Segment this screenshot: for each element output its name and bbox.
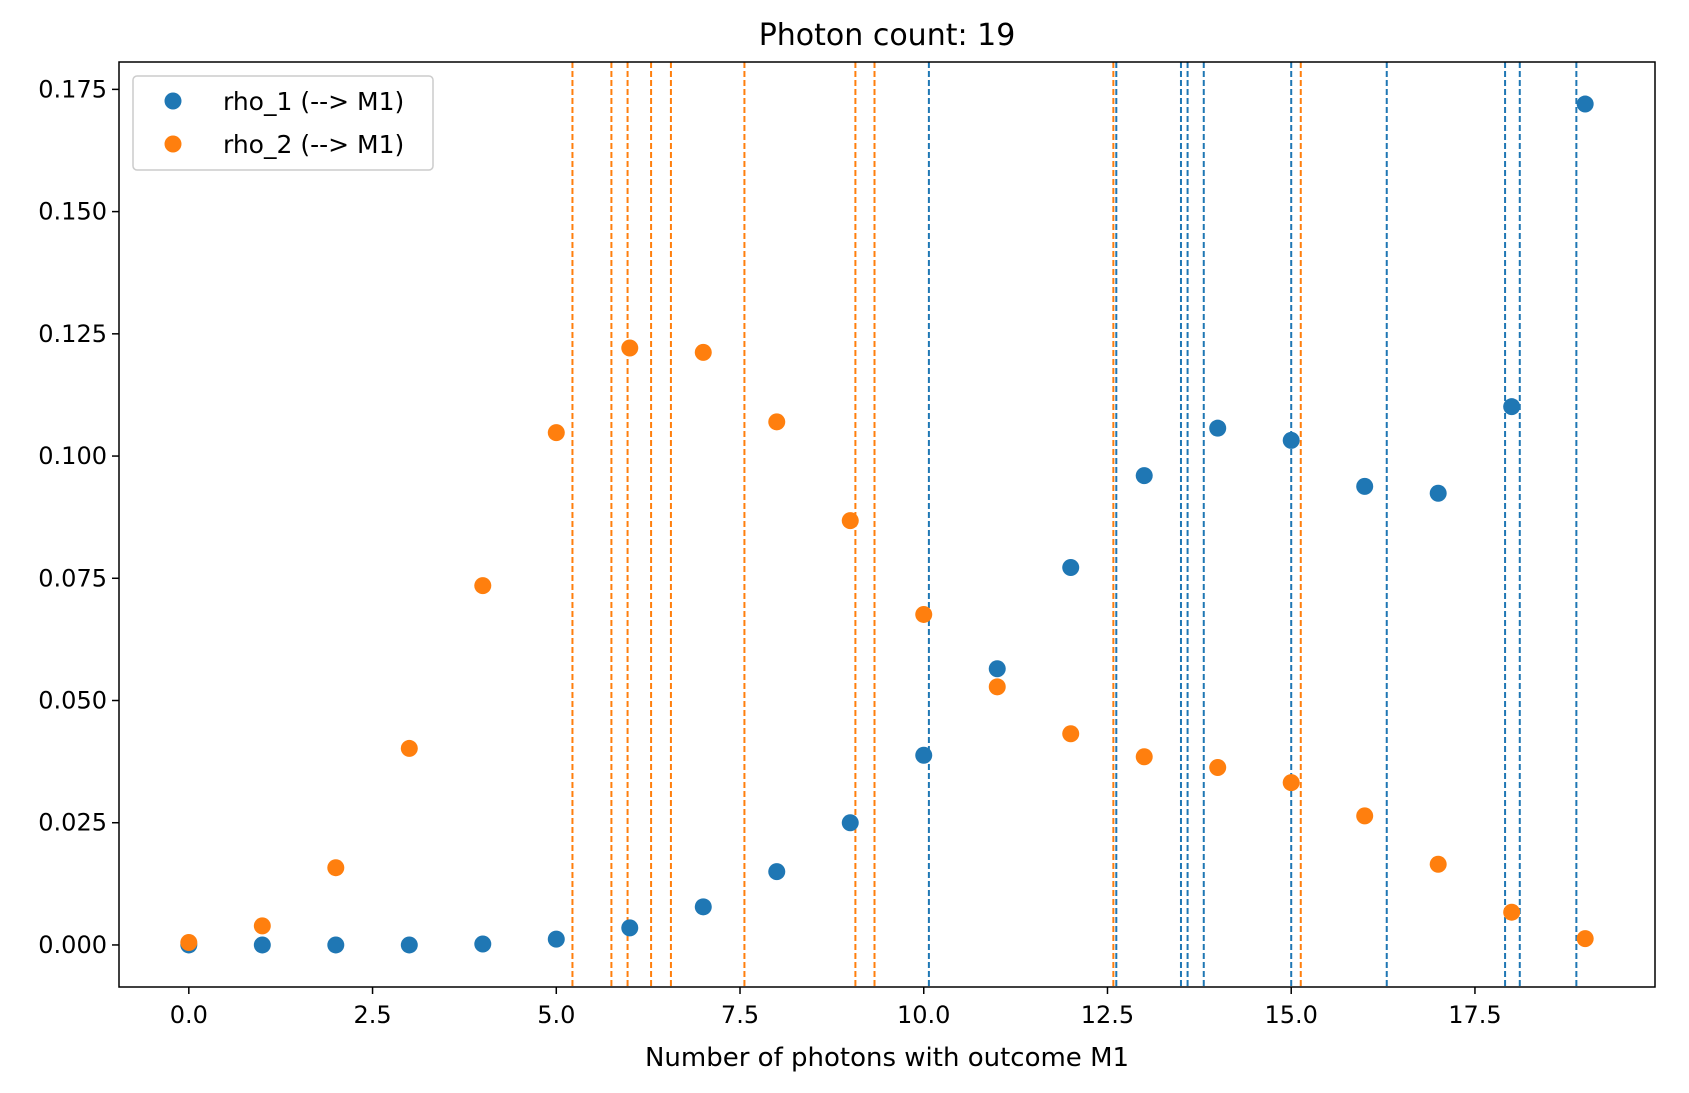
point-series-2-18 (1503, 903, 1521, 921)
vlines-layer (571, 62, 1578, 987)
point-series-2-9 (841, 512, 859, 530)
point-series-1-10 (915, 746, 933, 764)
point-series-1-14 (1209, 419, 1227, 437)
point-series-2-16 (1356, 807, 1374, 825)
point-series-2-4 (474, 577, 492, 595)
point-series-1-7 (694, 898, 712, 916)
point-series-1-8 (768, 863, 786, 881)
x-tick-label: 0.0 (170, 1001, 208, 1029)
point-series-2-1 (253, 917, 271, 935)
point-series-2-8 (768, 413, 786, 431)
point-series-2-6 (621, 339, 639, 357)
legend: rho_1 (--> M1) rho_2 (--> M1) (132, 75, 434, 171)
y-axis: 0.000 0.025 0.050 0.075 0.100 0.125 0.150 0.175 (38, 75, 119, 959)
point-series-1-3 (400, 936, 418, 954)
points-layer (180, 95, 1594, 954)
y-tick-label: 0.050 (38, 687, 107, 715)
legend-marker-series-2 (164, 135, 182, 153)
legend-box (132, 75, 434, 171)
x-axis: 0.0 2.5 5.0 7.5 10.0 12.5 15.0 17.5 (170, 987, 1502, 1029)
point-series-1-15 (1282, 431, 1300, 449)
x-tick-label: 15.0 (1264, 1001, 1317, 1029)
point-series-1-16 (1356, 477, 1374, 495)
point-series-1-19 (1576, 95, 1594, 113)
y-tick-label: 0.025 (38, 809, 107, 837)
point-series-2-0 (180, 934, 198, 952)
legend-label-series-2: rho_2 (--> M1) (223, 130, 404, 159)
point-series-1-4 (474, 935, 492, 953)
y-tick-label: 0.125 (38, 320, 107, 348)
y-tick-label: 0.000 (38, 931, 107, 959)
point-series-2-11 (988, 678, 1006, 696)
x-tick-label: 7.5 (721, 1001, 759, 1029)
point-series-2-17 (1429, 855, 1447, 873)
point-series-2-5 (547, 424, 565, 442)
point-series-1-11 (988, 660, 1006, 678)
y-tick-label: 0.075 (38, 564, 107, 592)
point-series-2-10 (915, 605, 933, 623)
point-series-2-13 (1135, 748, 1153, 766)
point-series-1-1 (253, 936, 271, 954)
x-tick-label: 17.5 (1448, 1001, 1501, 1029)
point-series-1-17 (1429, 484, 1447, 502)
point-series-2-2 (327, 859, 345, 877)
point-series-2-7 (694, 343, 712, 361)
point-series-2-15 (1282, 774, 1300, 792)
x-axis-title: Number of photons with outcome M1 (645, 1043, 1129, 1073)
point-series-1-5 (547, 930, 565, 948)
x-tick-label: 10.0 (897, 1001, 950, 1029)
point-series-1-9 (841, 814, 859, 832)
point-series-2-14 (1209, 758, 1227, 776)
point-series-2-3 (400, 739, 418, 757)
point-series-1-12 (1062, 559, 1080, 577)
point-series-1-2 (327, 936, 345, 954)
y-tick-label: 0.150 (38, 198, 107, 226)
plot-frame (118, 61, 1656, 988)
legend-label-series-1: rho_1 (--> M1) (223, 87, 404, 116)
y-tick-label: 0.100 (38, 442, 107, 470)
legend-marker-series-1 (164, 92, 182, 110)
chart-title: Photon count: 19 (759, 18, 1016, 53)
point-series-1-13 (1135, 467, 1153, 485)
point-series-1-6 (621, 919, 639, 937)
x-tick-label: 12.5 (1081, 1001, 1134, 1029)
point-series-1-18 (1503, 398, 1521, 416)
point-series-2-19 (1576, 930, 1594, 948)
point-series-2-12 (1062, 725, 1080, 743)
x-tick-label: 2.5 (353, 1001, 391, 1029)
y-tick-label: 0.175 (38, 75, 107, 103)
x-tick-label: 5.0 (537, 1001, 575, 1029)
